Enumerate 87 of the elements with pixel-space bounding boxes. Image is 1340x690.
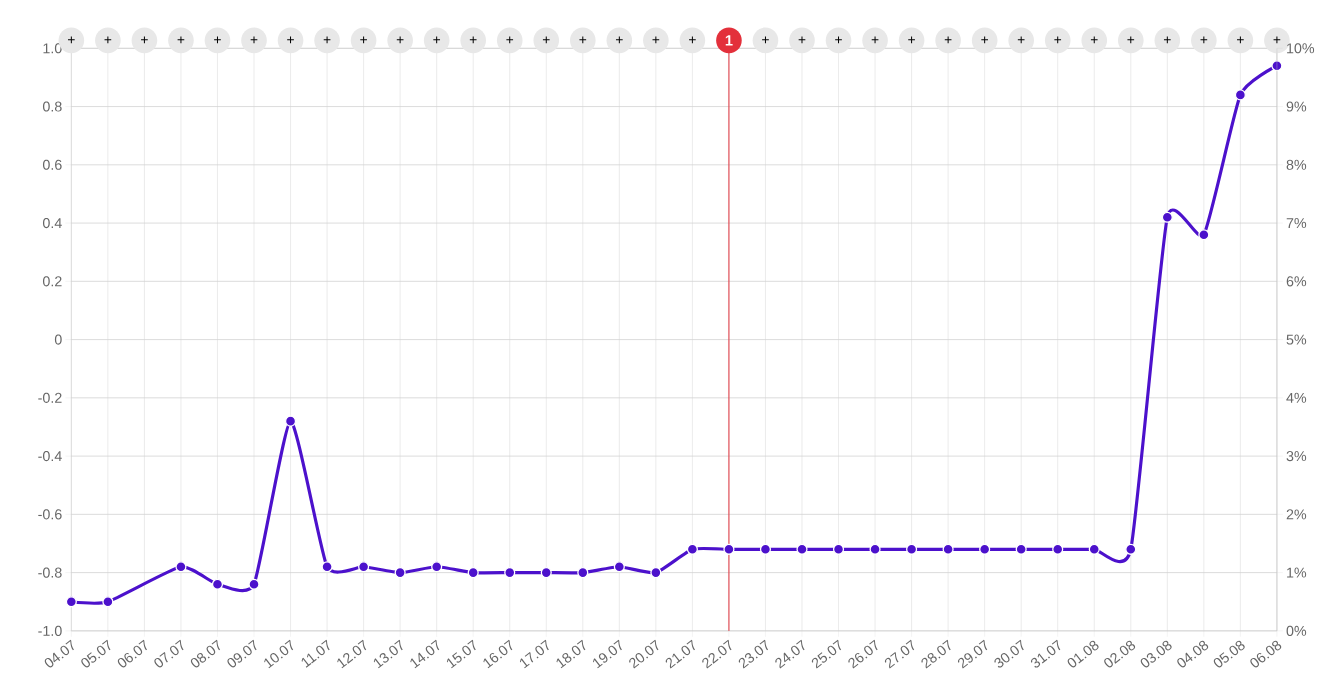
annotation: + — [652, 36, 660, 44]
point — [431, 561, 443, 573]
annotation: + — [1200, 36, 1208, 44]
point — [1125, 543, 1137, 555]
annotation: + — [433, 36, 441, 44]
point — [613, 561, 625, 573]
annotation: + — [871, 36, 879, 44]
point — [832, 543, 845, 555]
annotation: + — [1237, 36, 1244, 44]
annotation: + — [1163, 36, 1171, 44]
annotation: + — [1090, 36, 1098, 44]
point — [650, 567, 662, 579]
y2-tick-label: 4% — [1286, 392, 1307, 403]
y2-tick-label: 7% — [1286, 218, 1307, 229]
point — [869, 543, 881, 555]
annotation: + — [323, 36, 331, 44]
annotation: + — [689, 36, 696, 44]
point — [284, 415, 297, 427]
point — [1088, 543, 1100, 555]
annotation: + — [396, 36, 404, 44]
point — [686, 543, 698, 555]
y2-tick-label: 8% — [1286, 159, 1307, 170]
annotation: + — [762, 36, 769, 44]
ref-line-label: 1 — [725, 35, 733, 46]
annotation: + — [798, 36, 806, 44]
point — [942, 543, 954, 555]
y-tick-label: 0.6 — [42, 159, 62, 170]
y2-tick-label: 3% — [1286, 451, 1307, 462]
annotation: + — [104, 36, 112, 44]
y-tick-label: 0.8 — [42, 101, 62, 112]
y2-tick-label: 5% — [1286, 334, 1307, 345]
annotation: + — [506, 36, 514, 44]
annotation: + — [68, 36, 75, 44]
point — [467, 567, 479, 579]
point — [102, 596, 114, 608]
point — [1198, 229, 1210, 241]
y-tick-label: -0.6 — [38, 509, 62, 520]
annotation: + — [542, 36, 550, 44]
y-tick-label: -0.8 — [38, 567, 62, 578]
y-tick-label: 0.2 — [42, 276, 62, 287]
y-tick-label: -0.4 — [38, 451, 62, 462]
annotation: + — [177, 36, 185, 44]
point — [723, 543, 735, 555]
annotation: + — [835, 36, 842, 44]
y-tick-label: 0 — [54, 334, 62, 345]
annotation: + — [141, 36, 148, 44]
annotation: + — [287, 36, 294, 44]
annotation: + — [469, 36, 477, 44]
y2-tick-label: 10% — [1287, 43, 1315, 54]
annotation: + — [615, 36, 623, 44]
annotation: + — [214, 36, 221, 44]
point — [540, 567, 552, 579]
point — [1161, 211, 1173, 223]
y-tick-label: -1.0 — [38, 625, 62, 636]
point — [979, 543, 991, 555]
y2-tick-label: 9% — [1286, 101, 1307, 112]
y-tick-label: -0.2 — [38, 392, 62, 403]
point — [1052, 543, 1064, 555]
point — [1234, 89, 1246, 101]
point — [248, 578, 260, 590]
annotation: + — [360, 36, 367, 44]
y2-tick-label: 0% — [1286, 625, 1307, 636]
annotation: + — [981, 36, 988, 44]
y-tick-label: 0.4 — [42, 218, 62, 229]
point — [504, 567, 516, 579]
y2-tick-label: 1% — [1287, 567, 1307, 578]
point — [1015, 543, 1027, 555]
y2-tick-label: 2% — [1286, 509, 1307, 520]
annotation: + — [1273, 36, 1281, 44]
point — [175, 561, 187, 573]
point — [321, 561, 333, 573]
point — [211, 578, 224, 590]
point — [394, 567, 406, 579]
annotation: + — [1017, 36, 1025, 44]
point — [577, 567, 589, 579]
y2-tick-label: 6% — [1286, 276, 1307, 287]
point — [759, 543, 772, 555]
annotation: + — [1127, 36, 1135, 44]
annotation: + — [944, 36, 952, 44]
point — [906, 543, 918, 555]
annotation: + — [579, 36, 587, 44]
annotation: + — [1054, 36, 1062, 44]
annotation: + — [250, 36, 258, 44]
point — [796, 543, 808, 555]
point — [65, 596, 77, 608]
annotation: + — [908, 36, 915, 44]
point — [358, 561, 370, 573]
